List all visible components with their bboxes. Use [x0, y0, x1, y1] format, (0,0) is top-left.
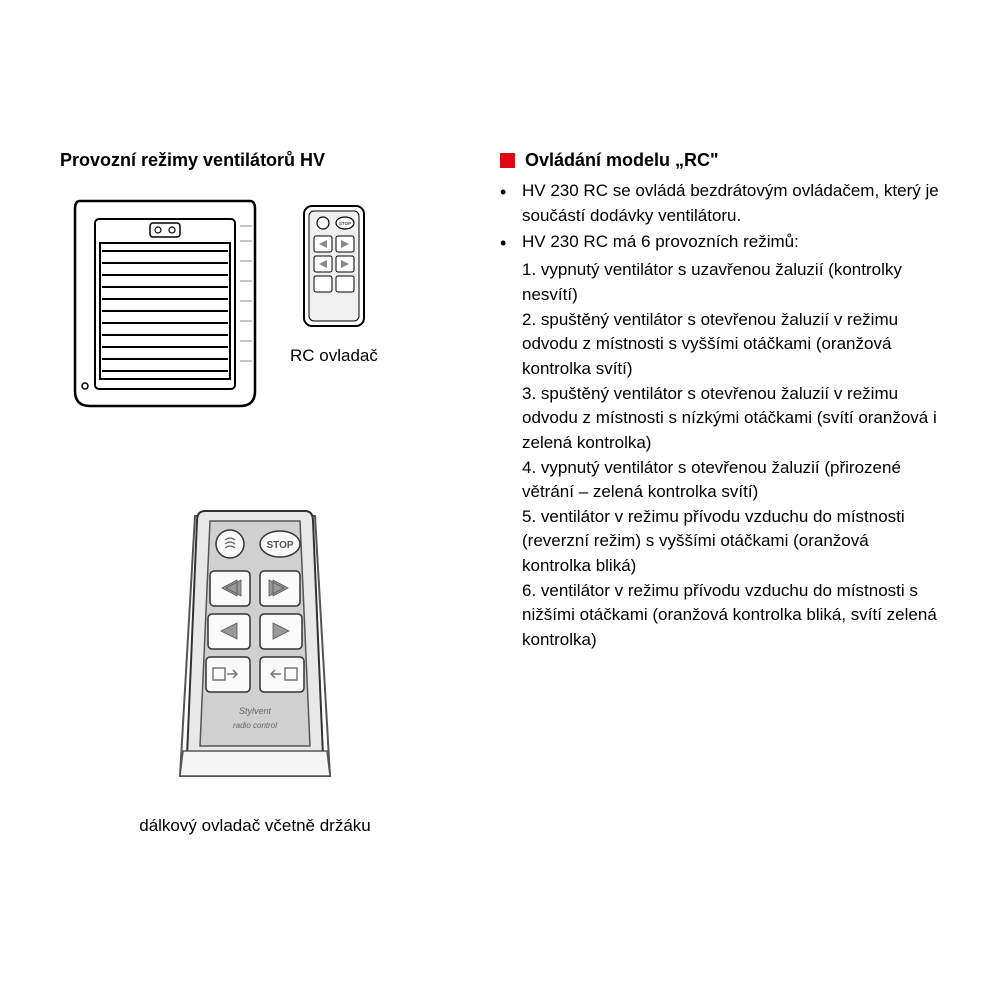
page-container: Provozní režimy ventilátorů HV	[0, 0, 1000, 836]
heading-marker-icon	[500, 153, 515, 168]
remote-small-illustration: STOP RC ovladač	[290, 201, 378, 366]
mode-item: 3. spuštěný ventilátor s otevřenou žaluz…	[522, 382, 940, 456]
left-column: Provozní režimy ventilátorů HV	[60, 150, 450, 836]
remote-small-label: RC ovladač	[290, 346, 378, 366]
svg-text:STOP: STOP	[266, 540, 293, 551]
svg-text:Stylvent: Stylvent	[239, 706, 272, 716]
bullet-dot-icon: •	[500, 230, 522, 256]
svg-text:STOP: STOP	[339, 221, 351, 226]
bullet-list: • HV 230 RC se ovládá bezdrátovým ovláda…	[500, 179, 940, 256]
mode-list: 1. vypnutý ventilátor s uzavřenou žaluzi…	[500, 258, 940, 652]
remote-big-label: dálkový ovladač včetně držáku	[60, 816, 450, 836]
mode-item: 5. ventilátor v režimu přívodu vzduchu d…	[522, 505, 940, 579]
bullet-dot-icon: •	[500, 179, 522, 228]
remote-big-illustration: STOP	[60, 496, 450, 836]
right-column: Ovládání modelu „RC" • HV 230 RC se ovlá…	[500, 150, 940, 836]
bullet-item: • HV 230 RC se ovládá bezdrátovým ovláda…	[500, 179, 940, 228]
bullet-item: • HV 230 RC má 6 provozních režimů:	[500, 230, 940, 256]
left-title: Provozní režimy ventilátorů HV	[60, 150, 450, 171]
svg-text:radio control: radio control	[233, 721, 277, 730]
right-heading: Ovládání modelu „RC"	[500, 150, 940, 171]
mode-item: 4. vypnutý ventilátor s otevřenou žaluzi…	[522, 456, 940, 505]
mode-item: 6. ventilátor v režimu přívodu vzduchu d…	[522, 579, 940, 653]
bullet-text: HV 230 RC se ovládá bezdrátovým ovláda­č…	[522, 179, 940, 228]
fan-unit-illustration	[60, 191, 270, 426]
mode-item: 2. spuštěný ventilátor s otevřenou žaluz…	[522, 308, 940, 382]
bullet-text: HV 230 RC má 6 provozních režimů:	[522, 230, 940, 256]
right-heading-text: Ovládání modelu „RC"	[525, 150, 719, 171]
fan-illustration-group: STOP RC ovladač	[60, 191, 450, 426]
mode-item: 1. vypnutý ventilátor s uzavřenou žaluzi…	[522, 258, 940, 307]
